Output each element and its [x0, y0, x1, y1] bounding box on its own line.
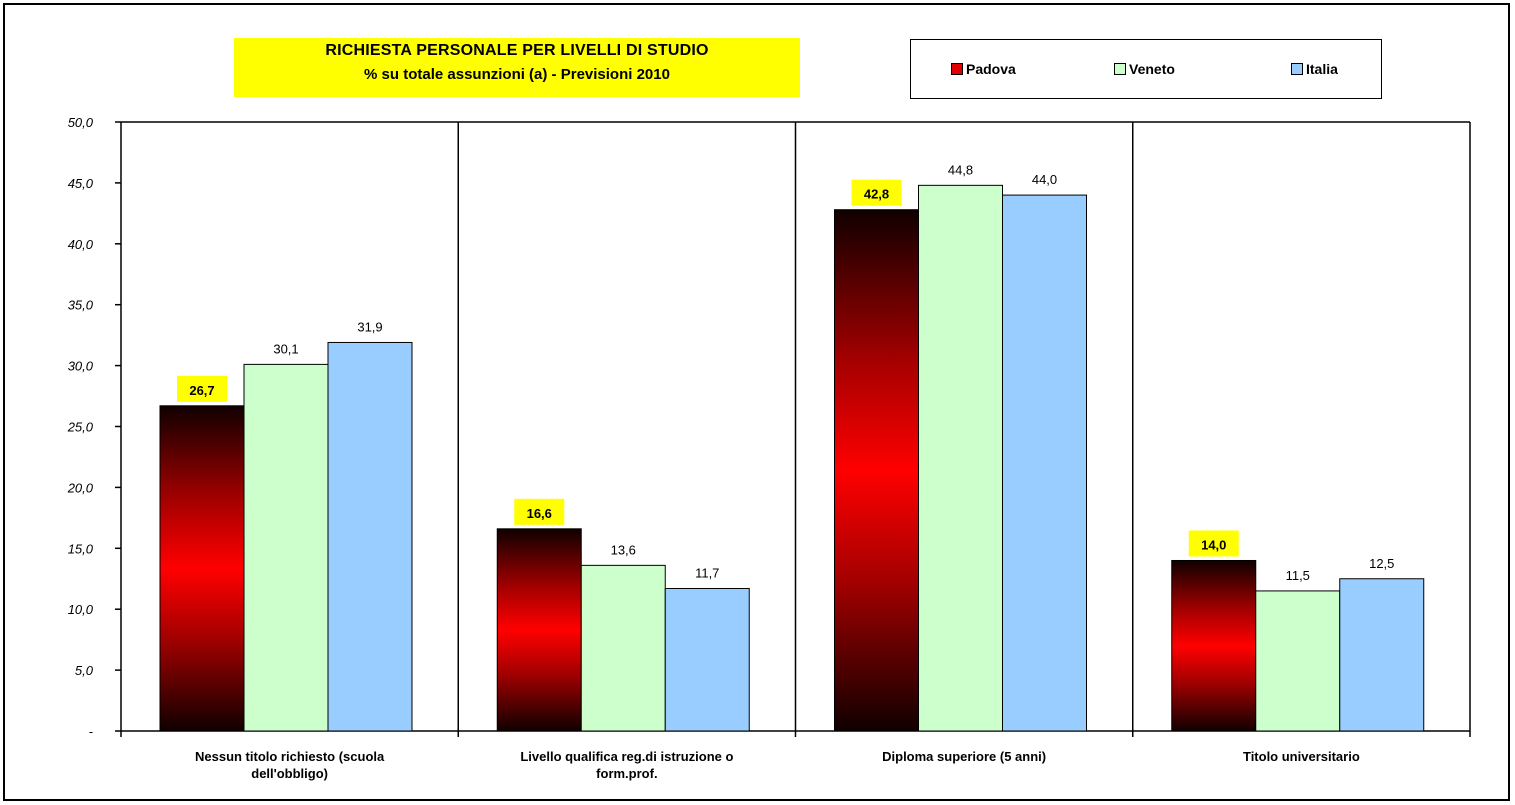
y-tick-label: 50,0 — [68, 115, 94, 130]
value-label-italia: 44,0 — [1032, 172, 1057, 187]
value-label-highlight — [514, 498, 565, 525]
category-label: dell'obbligo) — [251, 766, 328, 781]
y-tick-label: 35,0 — [68, 298, 94, 313]
y-tick-label: 10,0 — [68, 602, 94, 617]
y-tick-label: 20,0 — [67, 480, 94, 495]
legend-swatch-veneto — [1114, 63, 1126, 75]
bar-veneto — [1255, 590, 1341, 732]
category-label: form.prof. — [596, 766, 657, 781]
y-tick-label: 5,0 — [75, 663, 94, 678]
legend-swatch-padova — [951, 63, 963, 75]
value-label-padova: 16,6 — [527, 506, 552, 521]
chart-title: RICHIESTA PERSONALE PER LIVELLI DI STUDI… — [325, 42, 709, 59]
bar-italia — [664, 587, 750, 732]
category-label: Livello qualifica reg.di istruzione o — [520, 749, 733, 764]
legend-item-padova: Padova — [951, 61, 1016, 77]
category-label: Nessun titolo richiesto (scuola — [195, 749, 385, 764]
bar-padova — [834, 209, 919, 732]
category-label: Titolo universitario — [1243, 749, 1360, 764]
value-label-highlight — [177, 375, 227, 402]
y-tick-label: 15,0 — [68, 541, 94, 556]
legend-item-veneto: Veneto — [1114, 61, 1175, 77]
value-label-padova: 26,7 — [189, 383, 214, 398]
bar-italia — [1339, 578, 1425, 732]
category-label: Diploma superiore (5 anni) — [882, 749, 1046, 764]
value-label-veneto: 11,5 — [1286, 568, 1310, 583]
bar-italia — [1002, 194, 1087, 732]
value-label-highlight — [1188, 530, 1239, 557]
value-label-highlight — [851, 179, 902, 206]
value-label-italia: 11,7 — [695, 565, 719, 580]
chart-title-box: RICHIESTA PERSONALE PER LIVELLI DI STUDI… — [234, 38, 800, 97]
bar-italia — [327, 341, 413, 732]
value-label-italia: 31,9 — [357, 319, 382, 334]
legend-label-veneto: Veneto — [1129, 61, 1175, 77]
bar-padova — [159, 405, 245, 732]
value-label-veneto: 13,6 — [611, 542, 636, 557]
y-tick-label: - — [89, 724, 94, 739]
value-label-italia: 12,5 — [1369, 556, 1394, 571]
legend-label-padova: Padova — [966, 61, 1016, 77]
axes: - 5,0 10,0 15,0 20,0 25,0 30,0 35,0 40,0 45,0 50,0… — [67, 115, 1471, 781]
bar-veneto — [580, 564, 666, 732]
value-label-padova: 42,8 — [864, 187, 889, 202]
value-label-padova: 14,0 — [1201, 537, 1226, 552]
chart-subtitle: % su totale assunzioni (a) - Previsioni … — [364, 66, 670, 83]
legend-item-italia: Italia — [1291, 61, 1338, 77]
y-tick-label: 45,0 — [68, 176, 94, 191]
bar-veneto — [243, 363, 329, 732]
bar-padova — [496, 528, 582, 732]
bar-veneto — [918, 184, 1003, 732]
bars — [159, 184, 1425, 732]
value-label-veneto: 44,8 — [948, 162, 973, 177]
y-tick-label: 40,0 — [68, 237, 94, 252]
value-label-veneto: 30,1 — [273, 341, 298, 356]
legend: Padova Veneto Italia — [910, 39, 1382, 99]
legend-swatch-italia — [1291, 63, 1303, 75]
legend-label-italia: Italia — [1306, 61, 1338, 77]
value-labels: 26,7 16,6 42,8 14,0 30,1 13,6 44,8 11,5 31,9 11,7… — [177, 162, 1394, 583]
y-tick-label: 30,0 — [68, 359, 94, 374]
bar-padova — [1171, 559, 1257, 732]
y-tick-label: 25,0 — [67, 420, 94, 435]
